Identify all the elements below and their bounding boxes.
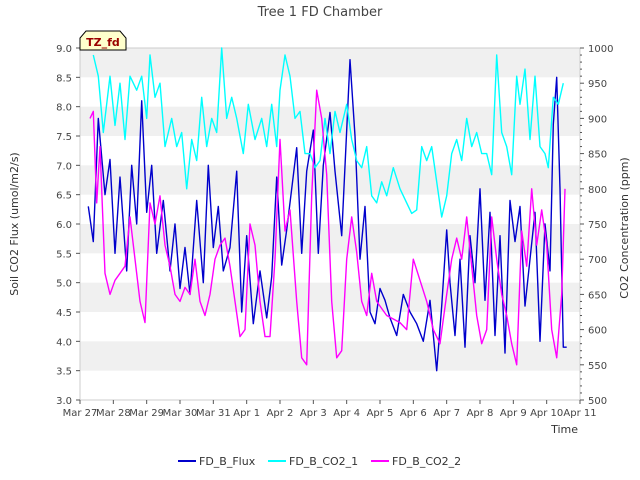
right-tick-label: 550: [588, 361, 607, 372]
x-axis-label: Time: [550, 423, 578, 436]
left-tick-label: 5.5: [56, 249, 72, 260]
legend-label-flux: FD_B_Flux: [199, 455, 256, 468]
left-tick-label: 7.0: [56, 161, 72, 172]
right-tick-label: 650: [588, 290, 607, 301]
x-tick-label: Apr 1: [233, 408, 260, 419]
right-tick-label: 800: [588, 185, 607, 196]
x-tick-label: Apr 8: [467, 408, 494, 419]
left-tick-label: 6.5: [56, 191, 72, 202]
x-tick-label: Apr 2: [267, 408, 294, 419]
series-line-fd-b-co2-1: [92, 47, 564, 218]
left-axis-label: Soil CO2 Flux (umol/m2/s): [8, 152, 21, 295]
right-tick-label: 500: [588, 396, 607, 407]
series-layer: [87, 47, 567, 372]
legend-label-co2-1: FD_B_CO2_1: [289, 455, 358, 468]
left-tick-label: 6.0: [56, 220, 72, 231]
left-axis-ticks: 3.0 3.5 4.0 4.5 5.0 5.5 6.0 6.5 7.0 7.5 8.0 8.5 9.0: [56, 44, 80, 407]
x-tick-label: Mar 29: [129, 408, 164, 419]
left-tick-label: 8.0: [56, 103, 72, 114]
right-axis-label: CO2 Concentration (ppm): [618, 157, 631, 298]
grid-band: [80, 106, 580, 136]
right-tick-label: 950: [588, 79, 607, 90]
x-tick-label: Mar 28: [96, 408, 131, 419]
x-tick-label: Apr 10: [530, 408, 563, 419]
x-tick-label: Apr 5: [367, 408, 394, 419]
right-tick-label: 750: [588, 220, 607, 231]
right-tick-label: 600: [588, 326, 607, 337]
x-tick-label: Mar 31: [196, 408, 231, 419]
x-tick-label: Mar 27: [63, 408, 98, 419]
x-tick-label: Apr 9: [500, 408, 527, 419]
right-tick-label: 700: [588, 255, 607, 266]
grid-bands: [80, 48, 580, 371]
x-tick-label: Mar 30: [163, 408, 198, 419]
grid-band: [80, 341, 580, 371]
left-tick-label: 4.5: [56, 308, 72, 319]
left-tick-label: 7.5: [56, 132, 72, 143]
grid-band: [80, 165, 580, 195]
series-line-fd-b-co2-2: [89, 89, 566, 366]
left-tick-label: 3.0: [56, 396, 72, 407]
series-line-fd-b-flux: [87, 59, 567, 372]
right-tick-label: 900: [588, 114, 607, 125]
right-axis-ticks: 500 550 600 650 700 750 800 850 900 950 1000: [580, 44, 613, 407]
chart-title: Tree 1 FD Chamber: [257, 5, 383, 20]
legend-label-co2-2: FD_B_CO2_2: [392, 455, 461, 468]
left-tick-label: 3.5: [56, 367, 72, 378]
x-tick-label: Apr 6: [400, 408, 427, 419]
right-tick-label: 1000: [588, 44, 613, 55]
x-tick-label: Apr 7: [433, 408, 460, 419]
left-tick-label: 8.5: [56, 73, 72, 84]
grid-band: [80, 48, 580, 78]
left-tick-label: 5.0: [56, 279, 72, 290]
tz-badge: TZ_fd: [79, 30, 127, 51]
x-tick-label: Apr 11: [563, 408, 596, 419]
left-tick-label: 4.0: [56, 337, 72, 348]
tz-badge-shape: [79, 30, 127, 51]
legend: FD_B_Flux FD_B_CO2_1 FD_B_CO2_2: [178, 455, 461, 468]
x-tick-label: Apr 4: [333, 408, 360, 419]
left-tick-label: 9.0: [56, 44, 72, 55]
x-tick-label: Apr 3: [300, 408, 327, 419]
right-tick-label: 850: [588, 150, 607, 161]
tz-badge-label: TZ_fd: [86, 36, 120, 49]
